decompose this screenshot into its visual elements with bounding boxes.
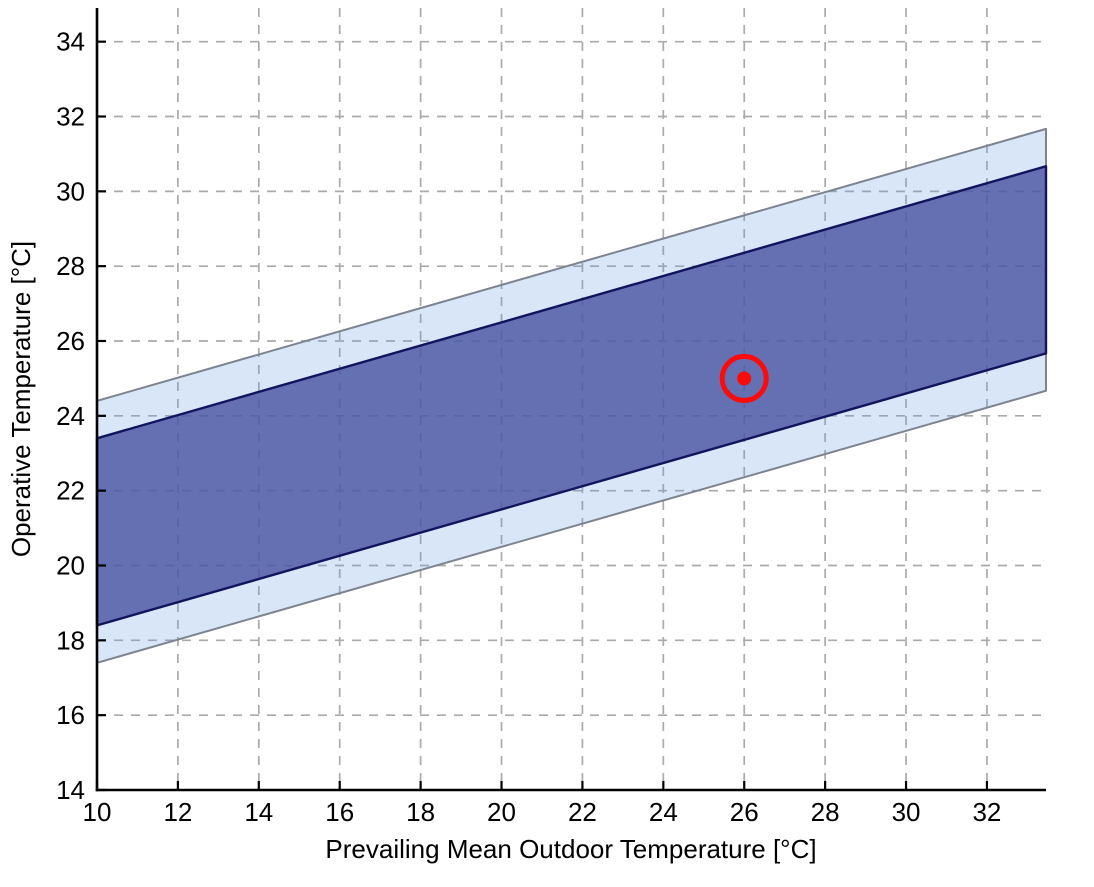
marker-center-dot: [737, 371, 752, 386]
marker-outer-circle: [719, 353, 769, 403]
x-tick-label: 10: [83, 797, 112, 827]
y-tick-label: 24: [56, 401, 85, 431]
axis-lines: [95, 8, 1046, 792]
y-tick-label: 30: [56, 176, 85, 206]
y-tick-label: 26: [56, 326, 85, 356]
y-tick-label: 16: [56, 700, 85, 730]
x-tick-label: 20: [487, 797, 516, 827]
x-tick-label: 12: [163, 797, 192, 827]
x-tick-label: 32: [972, 797, 1001, 827]
y-tick-label: 18: [56, 625, 85, 655]
x-tick-label: 30: [892, 797, 921, 827]
x-tick-label: 14: [244, 797, 273, 827]
x-tick-label: 26: [730, 797, 759, 827]
y-tick-label: 28: [56, 251, 85, 281]
x-tick-label: 28: [811, 797, 840, 827]
x-tick-label: 22: [568, 797, 597, 827]
y-tick-label: 34: [56, 27, 85, 57]
y-axis-label: Operative Temperature [°C]: [6, 241, 36, 557]
y-tick-label: 20: [56, 551, 85, 581]
y-tick-label: 32: [56, 102, 85, 132]
axis-tick-labels: 10 12 14 16 18 20 22 24 26 28 30 32 14 16 18 20 22 24 26 28…: [56, 27, 1001, 827]
y-tick-label: 14: [56, 775, 85, 805]
x-tick-label: 18: [406, 797, 435, 827]
comfort-bands: [95, 127, 1048, 664]
x-tick-label: 24: [649, 797, 678, 827]
x-tick-label: 16: [325, 797, 354, 827]
data-point-marker: [719, 353, 769, 403]
x-axis-label: Prevailing Mean Outdoor Temperature [°C]: [325, 834, 816, 864]
y-tick-label: 22: [56, 476, 85, 506]
axis-tick-marks: [95, 40, 989, 792]
